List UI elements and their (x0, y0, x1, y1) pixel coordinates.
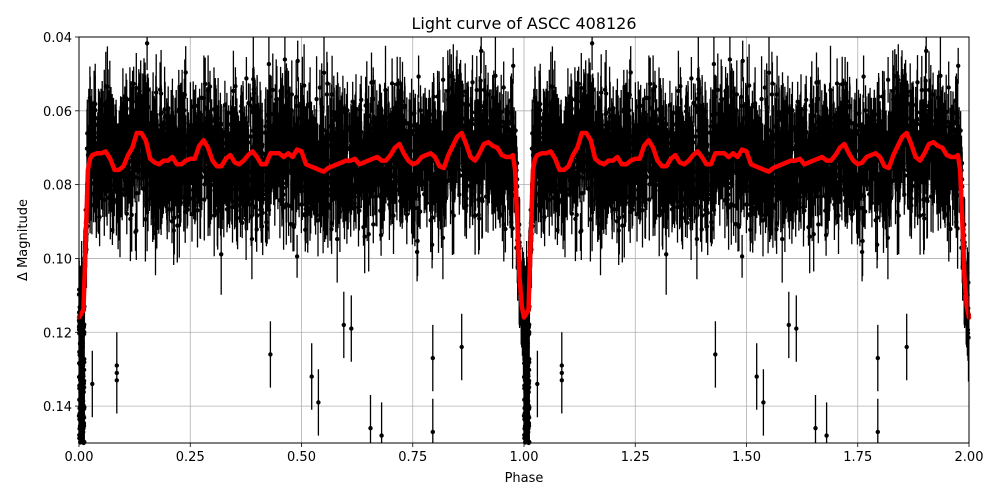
x-axis-label: Phase (505, 471, 544, 486)
x-tick-label: 0.25 (176, 450, 205, 465)
y-tick-label: 0.08 (43, 179, 72, 194)
x-tick-label: 2.00 (955, 450, 984, 465)
x-tick-label: 0.50 (287, 450, 316, 465)
y-tick-label: 0.04 (43, 31, 72, 46)
x-tick-label: 0.75 (398, 450, 427, 465)
y-tick-label: 0.10 (43, 252, 72, 267)
model-curve (76, 130, 972, 320)
x-tick-label: 1.00 (510, 450, 539, 465)
y-axis-label: Δ Magnitude (16, 199, 31, 281)
y-tick-label: 0.12 (43, 326, 72, 341)
chart-title: Light curve of ASCC 408126 (411, 14, 636, 33)
x-tick-label: 1.25 (621, 450, 650, 465)
y-tick-label: 0.14 (43, 400, 72, 415)
y-axis-ticks: 0.04 0.06 0.08 0.10 0.12 0.14 (43, 31, 79, 415)
x-tick-label: 1.75 (843, 450, 872, 465)
x-axis-ticks: 0.00 0.25 0.50 0.75 1.00 1.25 1.50 1.75 2.00 (65, 443, 984, 465)
x-tick-label: 0.00 (65, 450, 94, 465)
x-tick-label: 1.50 (732, 450, 761, 465)
y-tick-label: 0.06 (43, 105, 72, 120)
